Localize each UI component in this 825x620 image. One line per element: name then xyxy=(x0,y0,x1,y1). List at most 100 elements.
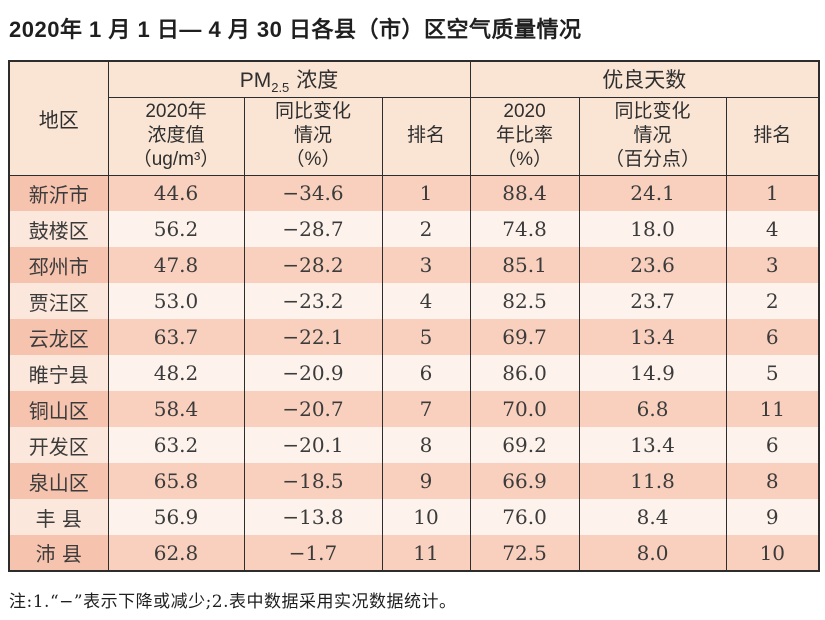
pm-value-cell: 62.8 xyxy=(107,535,245,571)
header-region: 地区 xyxy=(8,60,109,176)
pm-rank-cell: 6 xyxy=(381,355,471,391)
pm-value-cell: 65.8 xyxy=(107,463,245,499)
pm-change-cell: −28.2 xyxy=(243,247,383,283)
region-cell: 丰 县 xyxy=(8,499,109,535)
pm-change-cell: −20.7 xyxy=(243,391,383,427)
table-row: 睢宁县 48.2 −20.9 6 86.0 14.9 5 xyxy=(8,355,820,391)
header-gd-change: 同比变化 情况 （百分点） xyxy=(578,96,727,176)
gd-rank-cell: 5 xyxy=(725,355,820,391)
pm-change-cell: −28.7 xyxy=(243,211,383,247)
table-body: 新沂市 44.6 −34.6 1 88.4 24.1 1 鼓楼区 56.2 −2… xyxy=(8,175,820,571)
pm-change-cell: −20.9 xyxy=(243,355,383,391)
pm-rank-cell: 9 xyxy=(381,463,471,499)
pm-change-cell: −34.6 xyxy=(243,175,383,211)
gd-ratio-cell: 76.0 xyxy=(469,499,580,535)
pm-value-cell: 63.7 xyxy=(107,319,245,355)
gd-rank-cell: 3 xyxy=(725,247,820,283)
pm-change-cell: −23.2 xyxy=(243,283,383,319)
pm-rank-cell: 11 xyxy=(381,535,471,571)
table-row: 铜山区 58.4 −20.7 7 70.0 6.8 11 xyxy=(8,391,820,427)
region-cell: 贾汪区 xyxy=(8,283,109,319)
pm-value-cell: 56.9 xyxy=(107,499,245,535)
header-sub-row: 2020年 浓度值 （ug/m³） 同比变化 情况 （%） 排名 2020 年比… xyxy=(9,96,820,176)
gd-change-cell: 11.8 xyxy=(578,463,727,499)
gd-rank-cell: 2 xyxy=(725,283,820,319)
pm-rank-cell: 8 xyxy=(381,427,471,463)
table-row: 邳州市 47.8 −28.2 3 85.1 23.6 3 xyxy=(8,247,820,283)
pm-value-cell: 63.2 xyxy=(107,427,245,463)
gd-ratio-cell: 86.0 xyxy=(469,355,580,391)
pm25-label: PM xyxy=(239,68,272,92)
gd-change-cell: 6.8 xyxy=(578,391,727,427)
pm-value-cell: 47.8 xyxy=(107,247,245,283)
gd-ratio-cell: 70.0 xyxy=(469,391,580,427)
table-row: 泉山区 65.8 −18.5 9 66.9 11.8 8 xyxy=(8,463,820,499)
pm-change-cell: −13.8 xyxy=(243,499,383,535)
table-row: 鼓楼区 56.2 −28.7 2 74.8 18.0 4 xyxy=(8,211,820,247)
region-cell: 铜山区 xyxy=(8,391,109,427)
pm-rank-cell: 10 xyxy=(381,499,471,535)
region-cell: 睢宁县 xyxy=(8,355,109,391)
pm-rank-cell: 2 xyxy=(381,211,471,247)
pm25-subscript: 2.5 xyxy=(271,79,290,95)
gd-rank-cell: 6 xyxy=(725,319,820,355)
table-row: 沛 县 62.8 −1.7 11 72.5 8.0 10 xyxy=(8,535,820,571)
pm-value-cell: 44.6 xyxy=(107,175,245,211)
gd-ratio-cell: 82.5 xyxy=(469,283,580,319)
pm-rank-cell: 4 xyxy=(381,283,471,319)
air-quality-table: 地区 PM2.5 浓度 优良天数 2020年 浓度值 （ug/m³） 同比变化 情… xyxy=(8,60,821,572)
header-pm25-group: PM2.5 浓度 xyxy=(107,60,471,98)
header-pm-rank: 排名 xyxy=(381,96,471,176)
table-row: 开发区 63.2 −20.1 8 69.2 13.4 6 xyxy=(8,427,820,463)
pm25-suffix: 浓度 xyxy=(296,68,339,92)
gd-ratio-cell: 69.7 xyxy=(469,319,580,355)
gd-ratio-cell: 72.5 xyxy=(469,535,580,571)
gd-change-cell: 14.9 xyxy=(578,355,727,391)
gd-ratio-cell: 85.1 xyxy=(469,247,580,283)
pm-value-cell: 58.4 xyxy=(107,391,245,427)
gd-change-cell: 13.4 xyxy=(578,319,727,355)
gd-rank-cell: 6 xyxy=(725,427,820,463)
region-cell: 新沂市 xyxy=(8,175,109,211)
pm-value-cell: 48.2 xyxy=(107,355,245,391)
region-cell: 邳州市 xyxy=(8,247,109,283)
gd-rank-cell: 10 xyxy=(725,535,820,571)
gd-change-cell: 24.1 xyxy=(578,175,727,211)
gd-change-cell: 23.6 xyxy=(578,247,727,283)
pm-rank-cell: 5 xyxy=(381,319,471,355)
header-group-row: 地区 PM2.5 浓度 优良天数 xyxy=(8,60,820,176)
header-gd-rank: 排名 xyxy=(725,96,820,176)
gd-change-cell: 13.4 xyxy=(578,427,727,463)
region-cell: 云龙区 xyxy=(8,319,109,355)
pm-rank-cell: 1 xyxy=(381,175,471,211)
gd-rank-cell: 8 xyxy=(725,463,820,499)
gd-rank-cell: 9 xyxy=(725,499,820,535)
pm-value-cell: 53.0 xyxy=(107,283,245,319)
gd-change-cell: 8.0 xyxy=(578,535,727,571)
gd-rank-cell: 1 xyxy=(725,175,820,211)
table-row: 新沂市 44.6 −34.6 1 88.4 24.1 1 xyxy=(8,175,820,211)
gd-change-cell: 18.0 xyxy=(578,211,727,247)
table-header: 地区 PM2.5 浓度 优良天数 2020年 浓度值 （ug/m³） 同比变化 情… xyxy=(8,60,820,176)
pm-change-cell: −22.1 xyxy=(243,319,383,355)
pm-rank-cell: 7 xyxy=(381,391,471,427)
header-gd-ratio: 2020 年比率 （%） xyxy=(469,96,580,176)
page-title: 2020年 1 月 1 日— 4 月 30 日各县（市）区空气质量情况 xyxy=(9,17,582,42)
region-cell: 泉山区 xyxy=(8,463,109,499)
region-cell: 鼓楼区 xyxy=(8,211,109,247)
gd-rank-cell: 11 xyxy=(725,391,820,427)
gd-change-cell: 23.7 xyxy=(578,283,727,319)
region-cell: 开发区 xyxy=(8,427,109,463)
header-pm-change: 同比变化 情况 （%） xyxy=(243,96,383,176)
gd-ratio-cell: 66.9 xyxy=(469,463,580,499)
gd-change-cell: 8.4 xyxy=(578,499,727,535)
header-pm-value: 2020年 浓度值 （ug/m³） xyxy=(107,96,245,176)
pm-change-cell: −18.5 xyxy=(243,463,383,499)
footnote: 注:1.“−”表示下降或减少;2.表中数据采用实况数据统计。 xyxy=(9,592,457,612)
table-row: 丰 县 56.9 −13.8 10 76.0 8.4 9 xyxy=(8,499,820,535)
pm-rank-cell: 3 xyxy=(381,247,471,283)
table-row: 贾汪区 53.0 −23.2 4 82.5 23.7 2 xyxy=(8,283,820,319)
header-good-days-group: 优良天数 xyxy=(469,60,820,98)
table-row: 云龙区 63.7 −22.1 5 69.7 13.4 6 xyxy=(8,319,820,355)
